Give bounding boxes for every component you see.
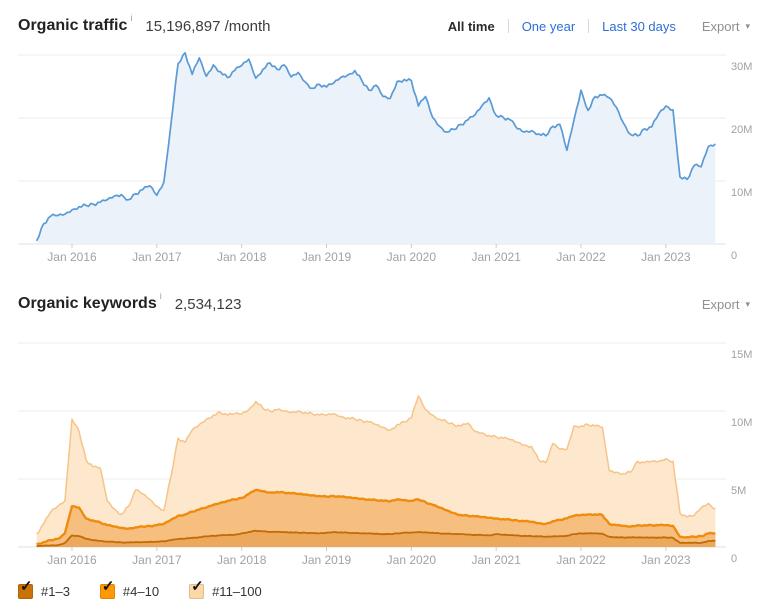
tab-one-year[interactable]: One year — [521, 18, 576, 34]
checkmark-icon: ✓ — [20, 577, 33, 595]
y-axis-tick-label: 0 — [731, 250, 737, 262]
y-axis-tick-label: 5M — [731, 485, 746, 497]
legend-item-4-10[interactable]: ✓ #4–10 — [99, 579, 160, 599]
x-axis-tick-label: Jan 2021 — [472, 553, 522, 567]
y-axis-tick-label: 30M — [731, 61, 752, 73]
position-legend: ✓ #1–3 ✓ #4–10 ✓ #11–100 — [18, 579, 292, 602]
caret-down-icon: ▾ — [745, 299, 750, 309]
legend-item-11-100[interactable]: ✓ #11–100 — [189, 579, 262, 599]
tab-all-time[interactable]: All time — [447, 18, 495, 34]
organic-keywords-chart[interactable]: 15M 10M 5M 0 Jan 2016 Jan 2017 Jan 2018 Jan 201… — [0, 330, 768, 575]
tab-divider — [588, 19, 590, 33]
export-label: Export — [701, 296, 740, 312]
keywords-export-button[interactable]: Export ▾ — [702, 297, 750, 312]
x-axis-tick-label: Jan 2020 — [387, 250, 437, 263]
x-axis-tick-label: Jan 2021 — [472, 250, 522, 263]
x-axis-tick-label: Jan 2017 — [132, 250, 182, 263]
checkmark-icon: ✓ — [191, 577, 204, 595]
y-axis-tick-label: 10M — [731, 417, 752, 429]
legend-label-top3: #1–3 — [41, 583, 70, 599]
x-axis-tick-label: Jan 2016 — [47, 553, 97, 567]
keywords-header: Organic keywords i 2,534,123 Export ▾ — [18, 290, 750, 318]
traffic-export-button[interactable]: Export ▾ — [702, 19, 750, 34]
info-icon[interactable]: i — [159, 291, 162, 301]
x-axis-tick-label: Jan 2022 — [556, 250, 606, 263]
keywords-value: 2,534,123 — [174, 295, 242, 313]
traffic-area-fill — [36, 52, 716, 244]
y-axis-tick-label: 15M — [731, 349, 752, 361]
checkbox-4-10[interactable]: ✓ — [99, 579, 115, 599]
x-axis-tick-label: Jan 2018 — [217, 553, 267, 567]
caret-down-icon: ▾ — [745, 21, 750, 31]
x-axis-tick-label: Jan 2023 — [641, 250, 691, 263]
legend-item-top3[interactable]: ✓ #1–3 — [18, 579, 70, 599]
organic-traffic-chart[interactable]: 30M 20M 10M 0 Jan 2016 Jan 2017 Jan 2018 Jan 20… — [0, 48, 768, 263]
legend-label-11-100: #11–100 — [212, 583, 262, 599]
tab-last-30-days[interactable]: Last 30 days — [602, 18, 676, 34]
y-axis-tick-label: 20M — [731, 124, 752, 136]
checkbox-top3[interactable]: ✓ — [18, 579, 33, 599]
keywords-line-4-10 — [36, 488, 716, 546]
time-range-tabs: All time One year Last 30 days — [448, 19, 676, 34]
tab-divider — [507, 19, 509, 33]
keywords-line-1-3 — [36, 529, 716, 548]
keywords-title: Organic keywords — [18, 295, 157, 312]
checkmark-icon: ✓ — [101, 577, 115, 595]
x-axis-tick-label: Jan 2019 — [302, 553, 352, 567]
y-axis-tick-label: 10M — [731, 187, 752, 199]
keywords-line-11-100 — [36, 395, 716, 535]
traffic-value: 15,196,897 /month — [145, 17, 271, 35]
x-axis-tick-label: Jan 2020 — [387, 553, 437, 567]
keywords-band-1-3 — [36, 530, 716, 547]
traffic-header: Organic traffic i 15,196,897 /month All … — [18, 12, 750, 40]
info-icon[interactable]: i — [130, 13, 133, 23]
x-axis-tick-label: Jan 2019 — [302, 250, 352, 263]
keywords-band-4-10 — [36, 489, 716, 547]
y-axis-tick-label: 0 — [731, 553, 737, 565]
x-axis-tick-label: Jan 2017 — [132, 553, 182, 567]
checkbox-11-100[interactable]: ✓ — [189, 579, 205, 599]
x-axis-tick-label: Jan 2023 — [641, 553, 691, 567]
x-axis-tick-label: Jan 2016 — [47, 250, 97, 263]
x-axis-tick-label: Jan 2022 — [556, 553, 606, 567]
traffic-title: Organic traffic — [18, 17, 128, 34]
x-axis-tick-label: Jan 2018 — [217, 250, 267, 263]
legend-label-4-10: #4–10 — [122, 583, 160, 599]
traffic-line — [35, 51, 716, 242]
export-label: Export — [701, 18, 740, 34]
